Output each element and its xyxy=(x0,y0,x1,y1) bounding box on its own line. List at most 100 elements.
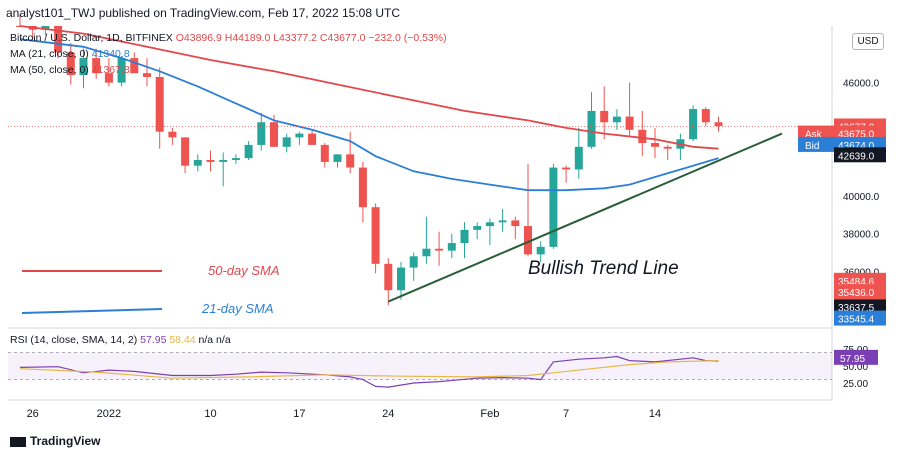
candle-body xyxy=(244,144,253,159)
candle-body xyxy=(206,160,215,162)
candle-body xyxy=(600,110,609,123)
candle-body xyxy=(231,158,240,161)
grid xyxy=(8,26,833,401)
candle-body xyxy=(422,248,431,257)
rsi-sma-value: 58.44 xyxy=(169,334,196,346)
candle-body xyxy=(447,243,456,251)
candle-body xyxy=(663,146,672,149)
candle-body xyxy=(104,73,113,83)
candle-body xyxy=(536,246,545,255)
bullish-trend-line xyxy=(387,132,783,303)
price-tick-label: 46000.0 xyxy=(843,79,880,90)
rsi-pane xyxy=(8,352,832,388)
candle-body xyxy=(384,263,393,291)
candle-body xyxy=(181,137,190,166)
price-tag-bg xyxy=(834,125,886,141)
candle-body xyxy=(498,220,507,223)
candle-body xyxy=(295,133,304,138)
price-tag-side-label: Ask xyxy=(805,130,823,141)
candle-body xyxy=(625,116,634,130)
price-tag-side-label-bg xyxy=(798,125,834,141)
price-tag-value: 43675.0 xyxy=(838,130,875,141)
price-tag-value: 43674.0 xyxy=(838,141,875,152)
candle-body xyxy=(155,76,164,132)
price-tag-bg xyxy=(834,272,886,288)
candle-body xyxy=(143,73,151,77)
candle-body xyxy=(689,109,698,140)
price-tag-value: 33545.4 xyxy=(838,315,875,326)
symbol-legend: Bitcoin / U.S. Dollar, 1D, BITFINEX O438… xyxy=(10,32,447,44)
candle-body xyxy=(612,116,621,123)
candle-body xyxy=(41,26,50,30)
price-tick-label: 38000.0 xyxy=(843,230,880,241)
trend-line: Bullish Trend Line xyxy=(387,132,783,303)
time-tick-label: 26 xyxy=(27,408,39,420)
candle-body xyxy=(282,137,291,147)
time-tick-label: 10 xyxy=(204,408,216,420)
time-tick-label: 17 xyxy=(293,408,305,420)
candle-body xyxy=(320,144,329,162)
rsi-sma-line xyxy=(19,360,719,379)
price-tag-value: 35484.6 xyxy=(838,277,875,288)
price-tag-side-label: Bid xyxy=(805,141,819,152)
tradingview-wordmark: TradingView xyxy=(30,434,101,448)
candle-body xyxy=(409,256,418,268)
rsi-tag-bg xyxy=(834,349,878,365)
time-tick-label: 14 xyxy=(649,408,661,420)
tradingview-logo: TradingView xyxy=(10,434,100,448)
rsi-line xyxy=(19,355,719,388)
price-tag-value: 35436.0 xyxy=(838,288,875,299)
candle-body xyxy=(117,58,126,83)
candle-body xyxy=(308,133,317,145)
ma21-value: 41340.8 xyxy=(91,48,130,60)
candle-body xyxy=(701,109,710,123)
candle-body xyxy=(79,58,88,76)
candle-body xyxy=(587,110,596,147)
candle-body xyxy=(574,146,583,170)
candle-body xyxy=(651,143,659,147)
symbol-name: Bitcoin / U.S. Dollar, 1D, BITFINEX xyxy=(10,32,173,44)
ohlc-values: O43896.9 H44189.0 L43377.2 C43677.0 −232… xyxy=(175,32,447,44)
candle-body xyxy=(130,58,139,74)
ma21-legend: MA (21, close, 0) 41340.8 xyxy=(10,48,130,60)
candle-body xyxy=(460,229,469,244)
price-tag-bg xyxy=(834,147,886,163)
rsi-na: n/a n/a xyxy=(198,334,231,346)
time-tick-label: Feb xyxy=(480,408,499,420)
rsi-legend: RSI (14, close, SMA, 14, 2) 57.95 58.44 … xyxy=(10,334,231,346)
ma21-label: MA (21, close, 0) xyxy=(10,48,89,60)
rsi-tick-label: 25.00 xyxy=(843,379,868,390)
price-tag-bg xyxy=(834,299,886,315)
candle-body xyxy=(714,122,723,127)
candle-body xyxy=(346,154,355,168)
legend-label-21: 21-day SMA xyxy=(201,301,274,316)
price-tag-side-label-bg xyxy=(798,136,834,152)
legend-line-21 xyxy=(21,308,163,314)
rsi-band xyxy=(8,352,832,380)
moving-averages xyxy=(8,25,832,192)
trend-line-label: Bullish Trend Line xyxy=(528,258,679,279)
legend-label-50: 50-day SMA xyxy=(208,263,280,278)
currency-button[interactable]: USD xyxy=(852,33,884,50)
candle-body xyxy=(193,160,202,166)
annotations: 50-day SMA 21-day SMA xyxy=(21,263,280,316)
rsi-tick-label: 50.00 xyxy=(843,362,868,373)
candle-body xyxy=(371,207,380,264)
candle-body xyxy=(397,267,405,291)
ma50-legend: MA (50, close, 0) 41367.8 xyxy=(10,64,130,76)
candle-body xyxy=(168,131,177,138)
candle-body xyxy=(562,167,571,170)
candle-body xyxy=(358,167,367,208)
price-tick-label: 40000.0 xyxy=(843,192,880,203)
ma50-label: MA (50, close, 0) xyxy=(10,64,89,76)
candle-body xyxy=(435,248,444,251)
candle-body xyxy=(473,226,482,230)
tradingview-logo-icon xyxy=(10,436,26,447)
candle-body xyxy=(92,58,101,74)
price-tag-bg xyxy=(834,310,886,326)
candle-body xyxy=(485,222,494,227)
time-tick-label: 7 xyxy=(563,408,569,420)
price-tag-value: 42639.0 xyxy=(838,151,875,162)
candle-body xyxy=(270,122,278,147)
